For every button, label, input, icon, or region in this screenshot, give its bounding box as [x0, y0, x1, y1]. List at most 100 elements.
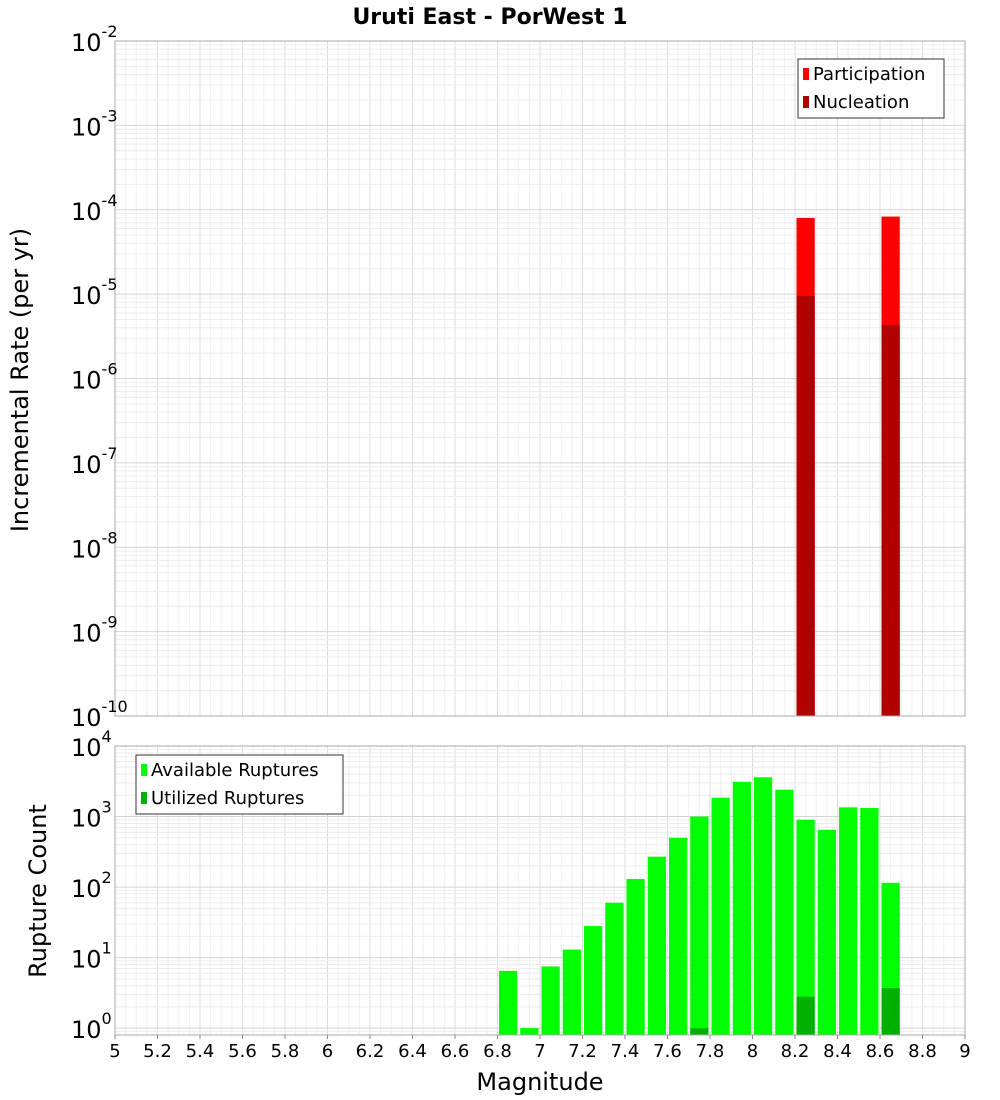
y-tick-base: 10 — [71, 535, 102, 563]
legend-label: Participation — [813, 64, 925, 85]
y-tick-label: 10-3 — [71, 106, 118, 141]
y-tick-label: 101 — [71, 939, 112, 974]
legend-swatch — [141, 764, 147, 776]
y-tick-base: 10 — [71, 451, 102, 479]
y-tick-exponent: -6 — [102, 360, 118, 379]
x-tick-label: 6.6 — [441, 1041, 470, 1062]
bottom-y-axis-label: Rupture Count — [24, 804, 52, 978]
y-tick-label: 10-6 — [71, 360, 118, 395]
plot-frame — [114, 40, 966, 717]
y-tick-exponent: -10 — [102, 697, 128, 716]
x-tick-label: 8 — [747, 1041, 758, 1062]
y-tick-base: 10 — [71, 805, 102, 833]
y-tick-base: 10 — [71, 198, 102, 226]
bar-available-ruptures — [775, 789, 794, 1035]
x-tick-label: 5.6 — [228, 1041, 257, 1062]
y-tick-base: 10 — [71, 113, 102, 141]
y-tick-label: 104 — [71, 727, 112, 762]
x-tick-label: 8.2 — [781, 1041, 810, 1062]
bar-utilized-ruptures — [796, 996, 815, 1035]
x-tick-label: 6.4 — [398, 1041, 427, 1062]
bar-utilized-ruptures — [881, 988, 900, 1035]
bar-available-ruptures — [605, 902, 624, 1035]
x-tick-label: 6 — [322, 1041, 333, 1062]
y-tick-exponent: 4 — [102, 727, 112, 746]
y-tick-exponent: 1 — [102, 939, 112, 958]
y-tick-base: 10 — [71, 367, 102, 395]
x-tick-label: 8.6 — [866, 1041, 895, 1062]
y-tick-exponent: -3 — [102, 106, 118, 125]
y-tick-exponent: -9 — [102, 613, 118, 632]
y-tick-base: 10 — [71, 734, 102, 762]
y-tick-exponent: 0 — [102, 1009, 112, 1028]
bar-available-ruptures — [647, 856, 666, 1035]
x-tick-label: 6.2 — [356, 1041, 385, 1062]
y-tick-exponent: -5 — [102, 275, 118, 294]
legend-swatch — [141, 792, 147, 804]
legend-box — [135, 754, 344, 815]
x-tick-label: 8.4 — [823, 1041, 852, 1062]
y-tick-exponent: -7 — [102, 444, 118, 463]
bar-available-ruptures — [499, 970, 518, 1035]
bar-available-ruptures — [520, 1028, 539, 1035]
y-tick-exponent: 3 — [102, 798, 112, 817]
x-tick-label: 9 — [959, 1041, 970, 1062]
bar-available-ruptures — [690, 816, 709, 1035]
x-tick-label: 8.8 — [908, 1041, 937, 1062]
y-tick-label: 102 — [71, 868, 112, 903]
bar-available-ruptures — [839, 807, 858, 1035]
bar-available-ruptures — [669, 837, 688, 1035]
legend-swatch — [803, 96, 809, 108]
chart-title: Uruti East - PorWest 1 — [352, 5, 627, 30]
x-tick-label: 7.6 — [653, 1041, 682, 1062]
legend-swatch — [803, 68, 809, 80]
y-tick-label: 10-8 — [71, 528, 118, 563]
y-tick-base: 10 — [71, 29, 102, 57]
y-tick-label: 10-2 — [71, 22, 118, 57]
legend: Participation Nucleation — [797, 58, 945, 119]
top-plot-area: 10-1010-910-810-710-610-510-410-310-2Par… — [71, 22, 966, 732]
bar-available-ruptures — [541, 966, 560, 1035]
bar-available-ruptures — [732, 781, 751, 1035]
bar-available-ruptures — [626, 879, 645, 1035]
y-tick-label: 10-7 — [71, 444, 118, 479]
legend-label: Available Ruptures — [151, 760, 319, 781]
x-tick-label: 5.4 — [186, 1041, 215, 1062]
y-tick-base: 10 — [71, 1016, 102, 1044]
y-tick-base: 10 — [71, 620, 102, 648]
y-tick-label: 100 — [71, 1009, 112, 1044]
x-tick-label: 7.4 — [611, 1041, 640, 1062]
x-tick-label: 5 — [109, 1041, 120, 1062]
x-tick-label: 5.8 — [271, 1041, 300, 1062]
y-tick-base: 10 — [71, 875, 102, 903]
x-tick-label: 7.8 — [696, 1041, 725, 1062]
legend-label: Utilized Ruptures — [151, 788, 304, 809]
y-tick-label: 10-4 — [71, 191, 118, 226]
bar-available-ruptures — [860, 808, 879, 1035]
legend-label: Nucleation — [813, 92, 909, 113]
bar-available-ruptures — [754, 777, 773, 1035]
bar-nucleation — [881, 325, 900, 716]
top-y-axis-label: Incremental Rate (per yr) — [6, 228, 34, 532]
bar-available-ruptures — [562, 949, 581, 1035]
y-tick-label: 10-5 — [71, 275, 118, 310]
y-tick-exponent: 2 — [102, 868, 112, 887]
x-tick-label: 6.8 — [483, 1041, 512, 1062]
y-tick-exponent: -4 — [102, 191, 118, 210]
bar-available-ruptures — [817, 829, 836, 1035]
legend: Available Ruptures Utilized Ruptures — [135, 754, 344, 815]
bar-available-ruptures — [584, 926, 603, 1035]
y-tick-exponent: -2 — [102, 22, 118, 41]
y-tick-label: 10-9 — [71, 613, 118, 648]
y-tick-exponent: -8 — [102, 528, 118, 547]
bar-available-ruptures — [796, 819, 815, 1035]
x-axis-label: Magnitude — [476, 1068, 603, 1096]
y-tick-base: 10 — [71, 946, 102, 974]
y-tick-base: 10 — [71, 282, 102, 310]
bar-nucleation — [796, 296, 815, 716]
x-tick-label: 5.2 — [143, 1041, 172, 1062]
bar-available-ruptures — [711, 797, 730, 1035]
